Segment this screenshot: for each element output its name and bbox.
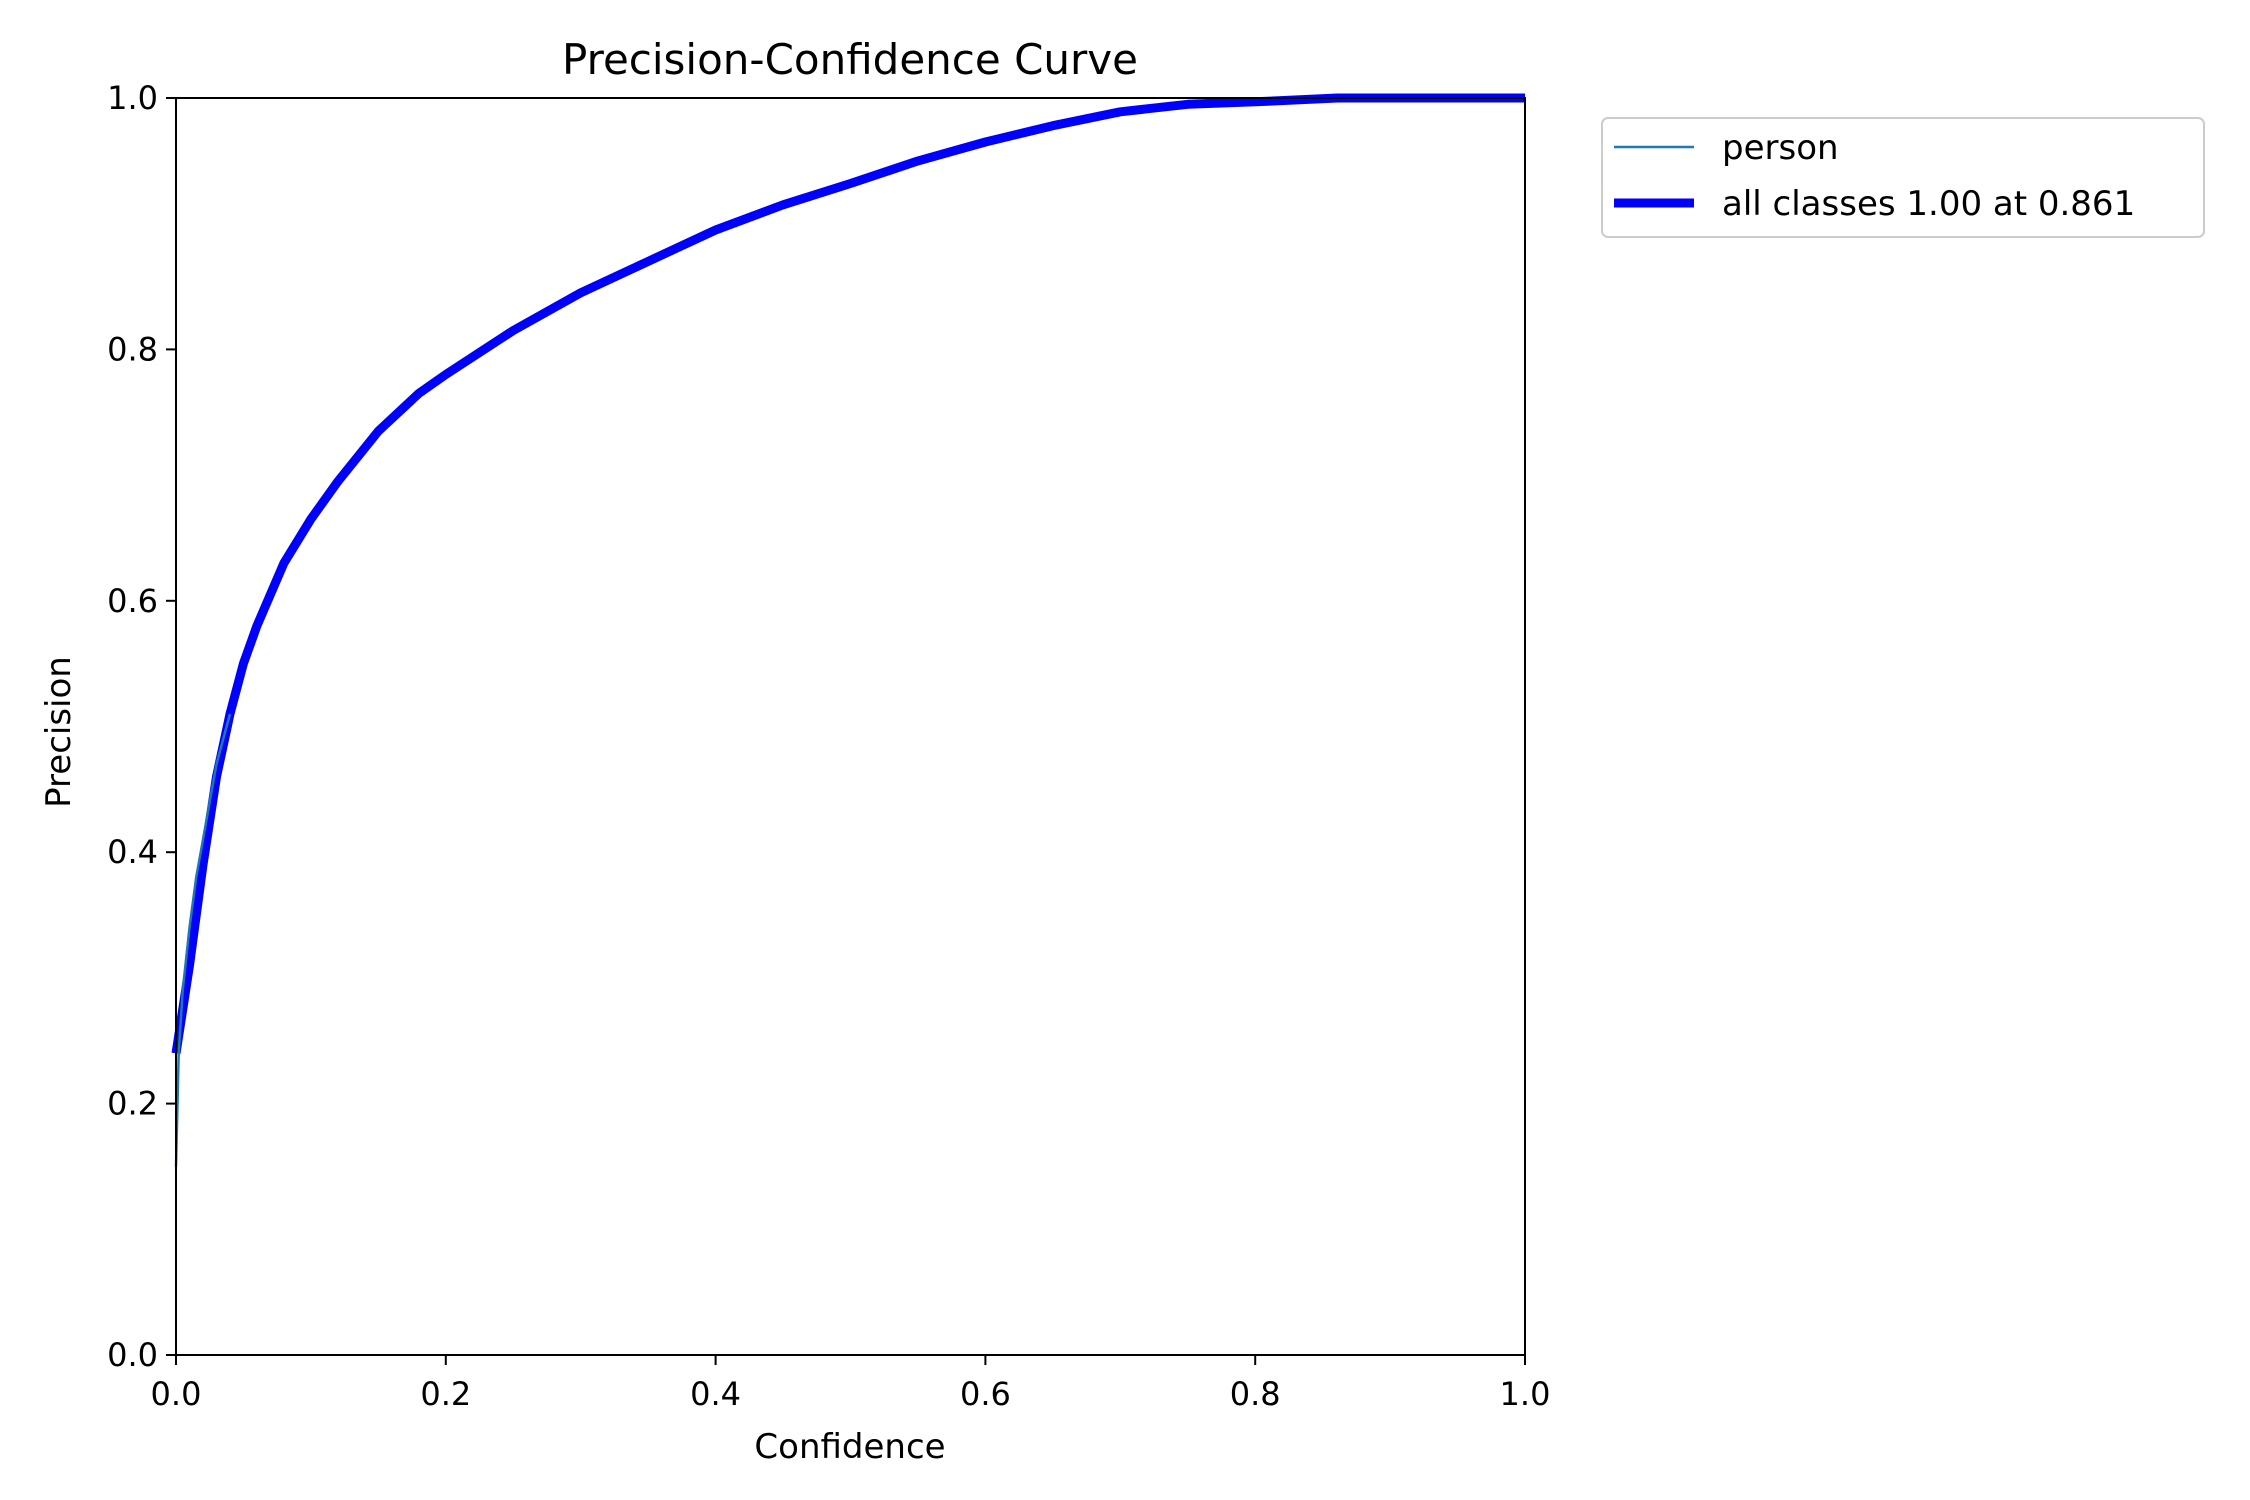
y-axis-label: Precision (39, 656, 79, 808)
x-tick-label: 1.0 (1500, 1375, 1551, 1413)
legend: person all classes 1.00 at 0.861 (1601, 117, 2205, 238)
y-tick-label: 0.6 (107, 582, 158, 620)
y-tick-label: 1.0 (107, 79, 158, 117)
series-line-1 (171, 93, 1525, 1054)
legend-label-0: person (1722, 128, 1839, 168)
series-line-0 (174, 713, 232, 1167)
y-tick-label: 0.4 (107, 833, 158, 871)
y-tick-label: 0.0 (107, 1336, 158, 1374)
x-tick-label: 0.6 (960, 1375, 1011, 1413)
y-tick-label: 0.8 (107, 330, 158, 368)
legend-label-1: all classes 1.00 at 0.861 (1722, 184, 2135, 224)
x-axis-ticks: 0.0 0.2 0.4 0.6 0.8 1.0 (151, 1355, 1551, 1413)
plot-frame (175, 97, 1526, 1356)
lines-layer (171, 93, 1525, 1167)
x-tick-label: 0.4 (690, 1375, 741, 1413)
x-axis-label: Confidence (754, 1427, 945, 1467)
x-tick-label: 0.0 (151, 1375, 202, 1413)
y-tick-label: 0.2 (107, 1085, 158, 1123)
y-axis-ticks: 0.0 0.2 0.4 0.6 0.8 1.0 (107, 79, 176, 1374)
chart-title: Precision-Confidence Curve (562, 35, 1138, 84)
x-tick-label: 0.8 (1230, 1375, 1281, 1413)
x-tick-label: 0.2 (420, 1375, 471, 1413)
legend-frame (1601, 117, 2205, 238)
